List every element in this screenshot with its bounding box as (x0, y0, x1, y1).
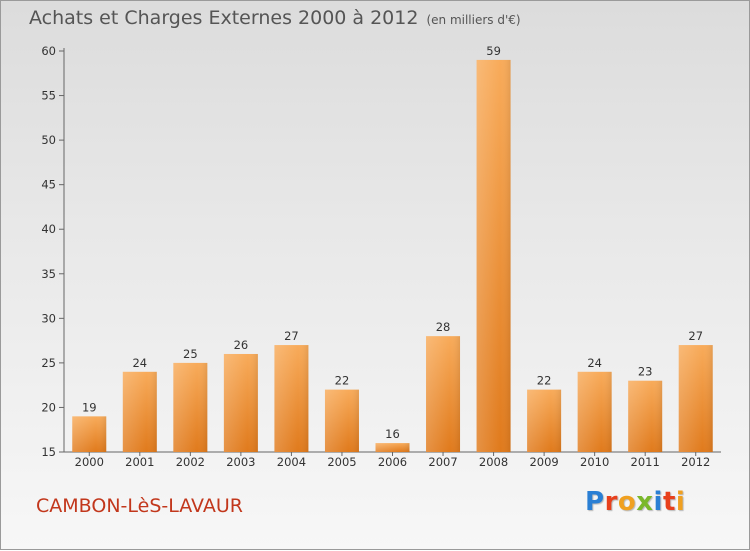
x-tick-label: 2012 (681, 455, 710, 469)
y-tick-label: 15 (41, 445, 56, 459)
x-tick-label: 2008 (479, 455, 508, 469)
bar-value-label: 25 (183, 347, 198, 361)
x-tick-label: 2001 (125, 455, 154, 469)
logo-letter: t (662, 487, 676, 517)
unit-note: (en milliers d'€) (426, 13, 521, 27)
bar-value-label: 27 (284, 329, 299, 343)
bar-shade (274, 345, 309, 452)
proxiti-logo: Proxiti (585, 487, 685, 517)
logo-letter: P (585, 487, 605, 517)
y-tick-label: 35 (41, 267, 56, 281)
bar-shade (324, 389, 359, 452)
bar-shade (527, 389, 562, 452)
x-tick-label: 2009 (529, 455, 558, 469)
x-tick-label: 2002 (176, 455, 205, 469)
bar-value-label: 59 (486, 44, 501, 58)
bar-value-label: 24 (587, 356, 602, 370)
x-tick-label: 2010 (580, 455, 609, 469)
bar-value-label: 22 (537, 374, 552, 388)
commune-name: CAMBON-LèS-LAVAUR (36, 495, 243, 517)
logo-letter: i (653, 487, 663, 517)
bar-value-label: 24 (132, 356, 147, 370)
logo-letter: o (617, 487, 637, 517)
bar-shade (122, 371, 157, 452)
bars (72, 59, 713, 453)
title-text: Achats et Charges Externes 2000 à 2012 (29, 7, 419, 29)
bar-value-label: 16 (385, 427, 400, 441)
bar-shade (678, 345, 713, 452)
logo-letter: i (675, 487, 686, 517)
x-tick-label: 2007 (428, 455, 457, 469)
x-tick-label: 2006 (378, 455, 407, 469)
bar-value-label: 27 (688, 329, 703, 343)
x-tick-label: 2000 (75, 455, 104, 469)
bar-value-label: 28 (436, 320, 451, 334)
y-tick-label: 60 (41, 44, 56, 58)
bar-shade (628, 380, 663, 452)
y-tick-label: 20 (41, 400, 56, 414)
bar-shade (375, 443, 410, 452)
y-tick-label: 50 (41, 133, 56, 147)
chart-title: Achats et Charges Externes 2000 à 2012 (e… (29, 7, 521, 29)
x-tick-label: 2004 (277, 455, 306, 469)
bar-value-label: 22 (335, 374, 350, 388)
y-tick-label: 25 (41, 356, 56, 370)
logo-letter: x (636, 487, 654, 517)
y-tick-label: 40 (41, 222, 56, 236)
bar-value-label: 26 (234, 338, 249, 352)
bar-shade (223, 353, 258, 452)
bar-value-label: 19 (82, 400, 97, 414)
value-labels: 19 24 25 26 27 22 16 28 59 22 24 23 27 (82, 44, 703, 441)
bar-shade (426, 336, 461, 452)
y-tick-label: 55 (41, 89, 56, 103)
bar-shade (476, 59, 511, 453)
x-tick-label: 2005 (327, 455, 356, 469)
bar-shade (72, 416, 107, 452)
y-tick-label: 30 (41, 311, 56, 325)
logo-letter: r (604, 487, 618, 517)
bar-shade (577, 371, 612, 452)
bar-value-label: 23 (638, 365, 653, 379)
x-tick-label: 2011 (631, 455, 660, 469)
x-tick-label: 2003 (226, 455, 255, 469)
y-tick-label: 45 (41, 178, 56, 192)
bar-shade (173, 362, 208, 452)
